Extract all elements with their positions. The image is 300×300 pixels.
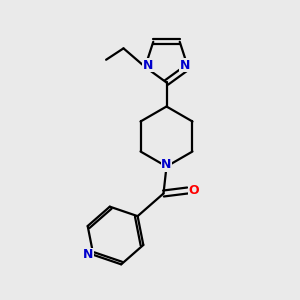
Text: N: N [83,248,93,261]
Text: N: N [161,158,172,172]
Text: N: N [180,59,190,72]
Text: O: O [188,184,199,197]
Text: N: N [143,59,153,72]
